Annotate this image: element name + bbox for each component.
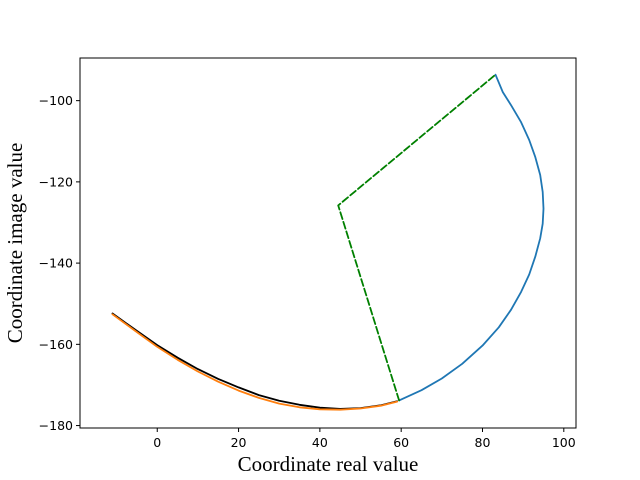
- plot-frame: [79, 57, 577, 429]
- y-tick-label: −180: [39, 418, 73, 433]
- y-tick-label: −100: [39, 93, 73, 108]
- series-line-2: [398, 73, 545, 402]
- series-line-3: [337, 73, 497, 402]
- y-axis: −180 −160 −140 −120 −100: [39, 93, 80, 433]
- y-tick-label: −160: [39, 337, 73, 352]
- series-layer: [111, 73, 545, 411]
- y-tick-label: −120: [39, 174, 73, 189]
- series-line-1: [111, 313, 399, 411]
- y-tick-label: −140: [39, 256, 73, 271]
- x-tick-label: 80: [475, 435, 491, 450]
- x-tick-label: 100: [552, 435, 576, 450]
- x-tick-label: 20: [231, 435, 247, 450]
- x-tick-label: 60: [393, 435, 409, 450]
- x-tick-label: 0: [153, 435, 161, 450]
- y-axis-label: Coordinate image value: [3, 143, 27, 344]
- x-axis-label: Coordinate real value: [238, 452, 419, 476]
- x-axis: 0 20 40 60 80 100: [153, 428, 576, 450]
- x-tick-label: 40: [312, 435, 328, 450]
